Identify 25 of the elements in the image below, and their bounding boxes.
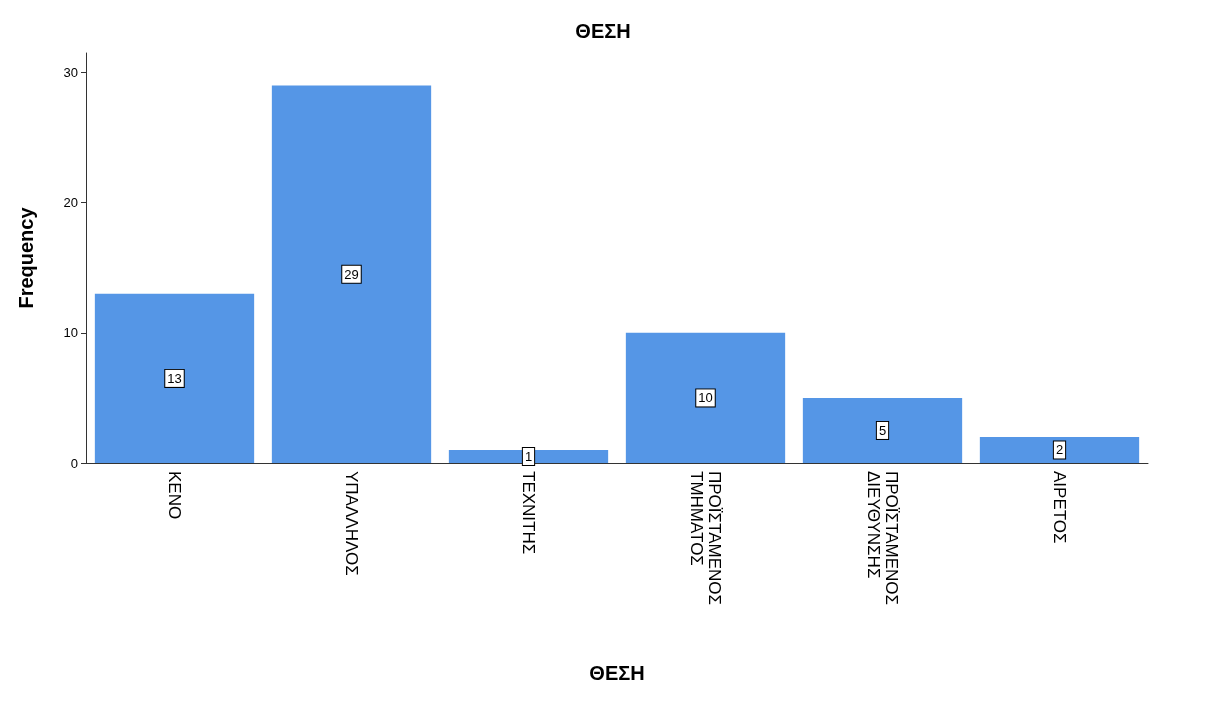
bar <box>802 397 963 463</box>
data-label: 1 <box>524 448 533 464</box>
bar <box>625 332 786 463</box>
chart-title: ΘΕΣΗ <box>575 20 631 42</box>
bar <box>271 85 432 463</box>
y-tick-label: 30 <box>63 65 78 81</box>
bar <box>979 436 1140 463</box>
x-tick-label: ΑΙΡΕΤΟΣ <box>1050 471 1069 544</box>
bar <box>448 449 609 463</box>
data-label: 10 <box>698 390 713 406</box>
y-axis-title: Frequency <box>15 206 37 309</box>
x-tick-label: ΤΕΧΝΙΤΗΣ <box>519 471 538 555</box>
y-tick-label: 20 <box>63 195 78 211</box>
x-axis-title: ΘΕΣΗ <box>589 662 645 684</box>
data-label: 13 <box>167 370 182 386</box>
y-tick-label: 10 <box>63 325 78 341</box>
x-tick-label: ΠΡΟΪΣΤΑΜΕΝΟΣ ΤΜΗΜΑΤΟΣ <box>687 471 724 606</box>
x-tick-label: ΚΕΝΟ <box>165 471 184 520</box>
bar <box>94 293 255 463</box>
x-tick-label: ΥΠΑΛΛΗΛΟΣ <box>342 471 361 576</box>
data-label: 2 <box>1055 442 1064 458</box>
data-label: 29 <box>344 266 359 282</box>
y-tick-label: 0 <box>70 455 78 471</box>
x-tick-label: ΠΡΟΪΣΤΑΜΕΝΟΣ ΔΙΕΥΘΥΝΣΗΣ <box>864 471 901 606</box>
data-label: 5 <box>878 422 887 438</box>
